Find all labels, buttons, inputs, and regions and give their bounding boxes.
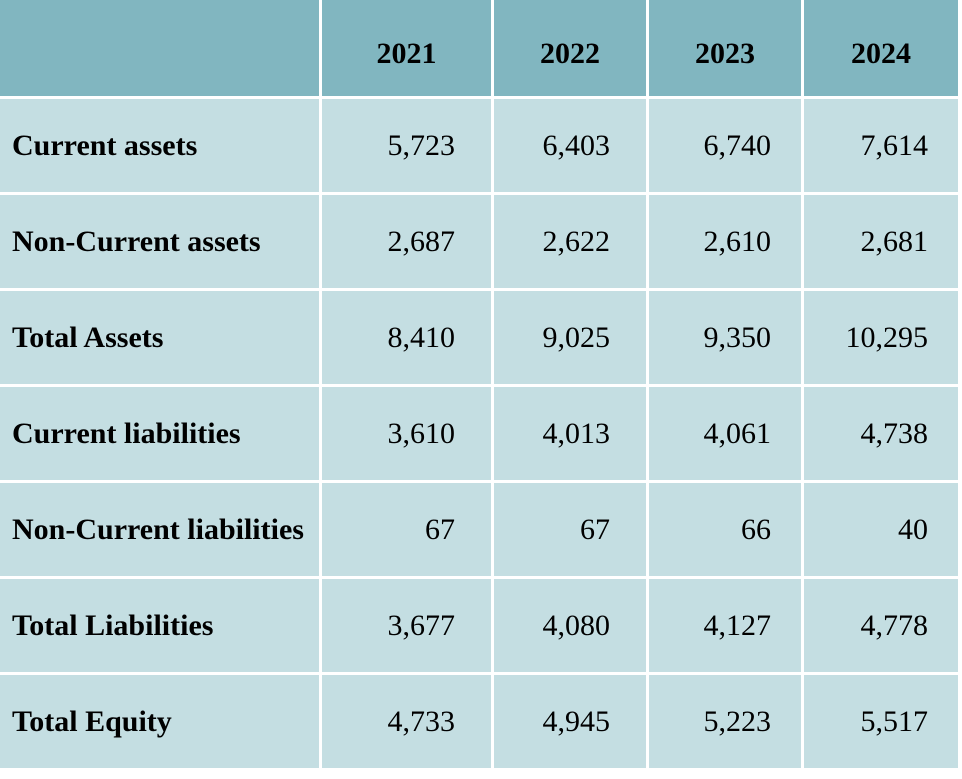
table-cell: 67 — [322, 483, 494, 579]
table-cell: 4,733 — [322, 675, 494, 771]
table-cell: 4,080 — [494, 579, 649, 675]
table-cell: 10,295 — [804, 291, 961, 387]
row-label-total-equity: Total Equity — [0, 675, 322, 771]
table-cell: 4,061 — [649, 387, 804, 483]
table-cell: 8,410 — [322, 291, 494, 387]
table-cell: 67 — [494, 483, 649, 579]
table-cell: 9,350 — [649, 291, 804, 387]
table-cell: 4,738 — [804, 387, 961, 483]
table-cell: 3,610 — [322, 387, 494, 483]
table-cell: 6,403 — [494, 99, 649, 195]
header-corner-cell — [0, 0, 322, 99]
header-year-2022: 2022 — [494, 0, 649, 99]
table-cell: 4,127 — [649, 579, 804, 675]
table-cell: 2,687 — [322, 195, 494, 291]
table-cell: 2,610 — [649, 195, 804, 291]
table-cell: 5,223 — [649, 675, 804, 771]
header-year-2024: 2024 — [804, 0, 961, 99]
row-label-total-liabilities: Total Liabilities — [0, 579, 322, 675]
table-cell: 5,517 — [804, 675, 961, 771]
table-cell: 4,778 — [804, 579, 961, 675]
header-year-2023: 2023 — [649, 0, 804, 99]
table-cell: 4,013 — [494, 387, 649, 483]
table-cell: 2,622 — [494, 195, 649, 291]
row-label-total-assets: Total Assets — [0, 291, 322, 387]
row-label-non-current-liabilities: Non-Current liabilities — [0, 483, 322, 579]
table-cell: 40 — [804, 483, 961, 579]
table-cell: 2,681 — [804, 195, 961, 291]
row-label-non-current-assets: Non-Current assets — [0, 195, 322, 291]
row-label-current-assets: Current assets — [0, 99, 322, 195]
table-cell: 9,025 — [494, 291, 649, 387]
table-cell: 7,614 — [804, 99, 961, 195]
table-cell: 5,723 — [322, 99, 494, 195]
table-cell: 6,740 — [649, 99, 804, 195]
table-cell: 4,945 — [494, 675, 649, 771]
table-cell: 66 — [649, 483, 804, 579]
header-year-2021: 2021 — [322, 0, 494, 99]
table-cell: 3,677 — [322, 579, 494, 675]
row-label-current-liabilities: Current liabilities — [0, 387, 322, 483]
